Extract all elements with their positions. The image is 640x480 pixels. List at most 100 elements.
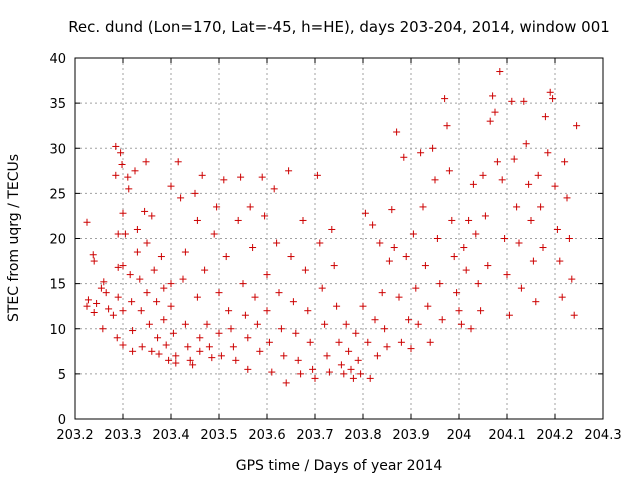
data-point xyxy=(294,356,302,364)
data-point xyxy=(118,160,126,168)
data-point xyxy=(431,176,439,184)
data-point xyxy=(318,284,326,292)
data-point xyxy=(527,216,535,224)
data-point xyxy=(99,325,107,333)
data-point xyxy=(105,305,113,313)
data-point xyxy=(503,271,511,279)
data-point xyxy=(125,185,133,193)
data-point xyxy=(301,266,309,274)
data-point xyxy=(304,307,312,315)
data-point xyxy=(469,180,477,188)
y-tick-labels: 0 5 10 15 20 25 30 35 40 xyxy=(49,52,66,428)
data-point xyxy=(553,225,561,233)
data-point xyxy=(112,171,120,179)
data-point xyxy=(515,239,523,247)
data-point xyxy=(481,212,489,220)
data-point xyxy=(186,356,194,364)
data-point xyxy=(249,244,257,252)
data-point xyxy=(113,334,121,342)
data-point xyxy=(261,212,269,220)
data-point xyxy=(210,230,218,238)
data-point xyxy=(239,280,247,288)
data-point xyxy=(285,167,293,175)
grid-lines xyxy=(75,58,603,419)
data-point xyxy=(549,95,557,103)
data-point xyxy=(400,153,408,161)
y-tick-label: 5 xyxy=(58,368,66,383)
data-point xyxy=(196,347,204,355)
x-tick-label: 204 xyxy=(447,428,472,443)
data-point xyxy=(388,206,396,214)
data-point xyxy=(328,225,336,233)
data-point xyxy=(347,365,355,373)
data-point xyxy=(517,284,525,292)
data-point xyxy=(450,253,458,261)
data-point xyxy=(251,293,259,301)
data-point xyxy=(544,149,552,157)
y-tick-label: 25 xyxy=(49,187,66,202)
data-point xyxy=(407,345,415,353)
data-point xyxy=(225,307,233,315)
data-point xyxy=(143,289,151,297)
data-point xyxy=(342,320,350,328)
data-point xyxy=(193,216,201,224)
data-point xyxy=(136,275,144,283)
data-point xyxy=(237,173,245,181)
x-tick-label: 203.5 xyxy=(200,428,237,443)
data-point xyxy=(268,368,276,376)
data-point xyxy=(215,289,223,297)
data-point xyxy=(90,257,98,265)
data-point xyxy=(258,173,266,181)
data-point xyxy=(83,302,91,310)
data-point xyxy=(179,275,187,283)
data-point xyxy=(273,239,281,247)
y-tick-label: 20 xyxy=(49,233,66,248)
data-point xyxy=(138,343,146,351)
data-point xyxy=(395,293,403,301)
data-point xyxy=(505,311,513,319)
y-tick-label: 40 xyxy=(49,52,66,67)
data-point xyxy=(359,302,367,310)
y-tick-label: 30 xyxy=(49,142,66,157)
data-point xyxy=(313,171,321,179)
data-point xyxy=(529,257,537,265)
data-point xyxy=(472,230,480,238)
data-point xyxy=(354,356,362,364)
x-tick-labels: 203.2 203.3 203.4 203.5 203.6 203.7 203.8 203.9… xyxy=(56,428,621,443)
data-point xyxy=(455,307,463,315)
data-point xyxy=(263,271,271,279)
data-point xyxy=(433,235,441,242)
data-point xyxy=(215,329,223,337)
data-point xyxy=(117,149,125,157)
x-tick-label: 204.3 xyxy=(584,428,621,443)
x-tick-label: 203.3 xyxy=(104,428,141,443)
data-point xyxy=(83,218,91,226)
x-tick-label: 203.2 xyxy=(56,428,93,443)
x-axis-label: GPS time / Days of year 2014 xyxy=(236,458,443,474)
data-point xyxy=(316,239,324,247)
data-point xyxy=(393,128,401,136)
data-point xyxy=(256,347,264,355)
x-tick-label: 203.8 xyxy=(344,428,381,443)
data-point xyxy=(477,307,485,315)
data-point xyxy=(119,262,127,270)
data-point xyxy=(297,370,305,378)
data-point xyxy=(352,329,360,337)
x-tick-label: 204.1 xyxy=(488,428,525,443)
data-point xyxy=(558,293,566,301)
data-point xyxy=(443,122,451,130)
data-point xyxy=(561,158,569,166)
data-point xyxy=(385,257,393,265)
data-point xyxy=(133,225,141,233)
data-point xyxy=(119,209,127,217)
data-point xyxy=(129,347,137,355)
data-point xyxy=(340,370,348,378)
data-point xyxy=(157,253,165,261)
data-point xyxy=(128,298,136,306)
data-points xyxy=(83,68,581,387)
data-point xyxy=(299,216,307,224)
data-point xyxy=(402,253,410,261)
data-point xyxy=(438,316,446,324)
data-point xyxy=(169,329,177,337)
